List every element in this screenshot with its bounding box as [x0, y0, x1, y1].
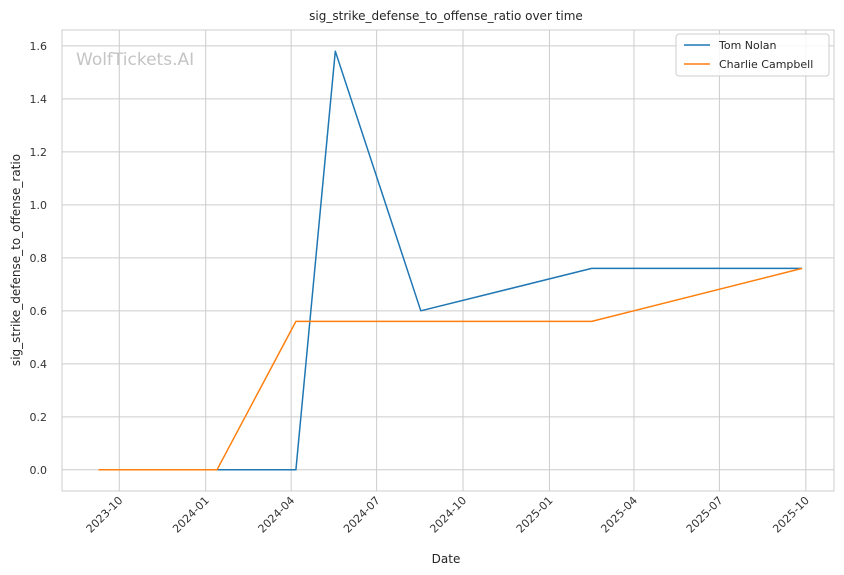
x-tick-label: 2024-07 [341, 494, 383, 536]
legend-box [675, 33, 830, 77]
y-tick-labels: 0.0 0.2 0.4 0.6 0.8 1.0 1.2 1.4 1.6 [30, 40, 48, 477]
y-tick-label: 0.2 [30, 411, 48, 424]
series [98, 50, 803, 471]
legend-label: Tom Nolan [718, 39, 777, 52]
y-tick-label: 1.4 [30, 93, 48, 106]
x-tick-label: 2025-01 [514, 494, 556, 536]
x-tick-label: 2024-04 [256, 494, 298, 536]
watermark: WolfTickets.AI [76, 50, 194, 70]
y-axis-title: sig_strike_defense_to_offense_ratio [9, 154, 23, 366]
y-tick-label: 1.2 [30, 146, 48, 159]
y-tick-label: 1.0 [30, 199, 48, 212]
x-tick-label: 2025-04 [598, 494, 640, 536]
y-tick-label: 0.0 [30, 464, 48, 477]
x-tick-labels: 2023-10 2024-01 2024-04 2024-07 2024-10 2025-… [84, 494, 812, 536]
y-tick-label: 0.4 [30, 358, 48, 371]
x-tick-label: 2025-10 [770, 494, 812, 536]
y-tick-label: 1.6 [30, 40, 48, 53]
y-tick-label: 0.8 [30, 252, 48, 265]
x-tick-label: 2023-10 [84, 494, 126, 536]
series-line-2 [98, 267, 803, 471]
x-tick-label: 2024-10 [427, 494, 469, 536]
x-tick-label: 2024-01 [170, 494, 212, 536]
y-tick-label: 0.6 [30, 305, 48, 318]
series-line-1 [217, 50, 803, 471]
plot-frame [61, 29, 835, 492]
x-axis-title: Date [432, 552, 461, 566]
chart-title: sig_strike_defense_to_offense_ratio over… [309, 9, 583, 23]
legend-label: Charlie Campbell [719, 58, 813, 71]
x-tick-label: 2025-07 [684, 494, 726, 536]
grid [62, 30, 834, 491]
legend: Tom Nolan Charlie Campbell [675, 33, 830, 77]
